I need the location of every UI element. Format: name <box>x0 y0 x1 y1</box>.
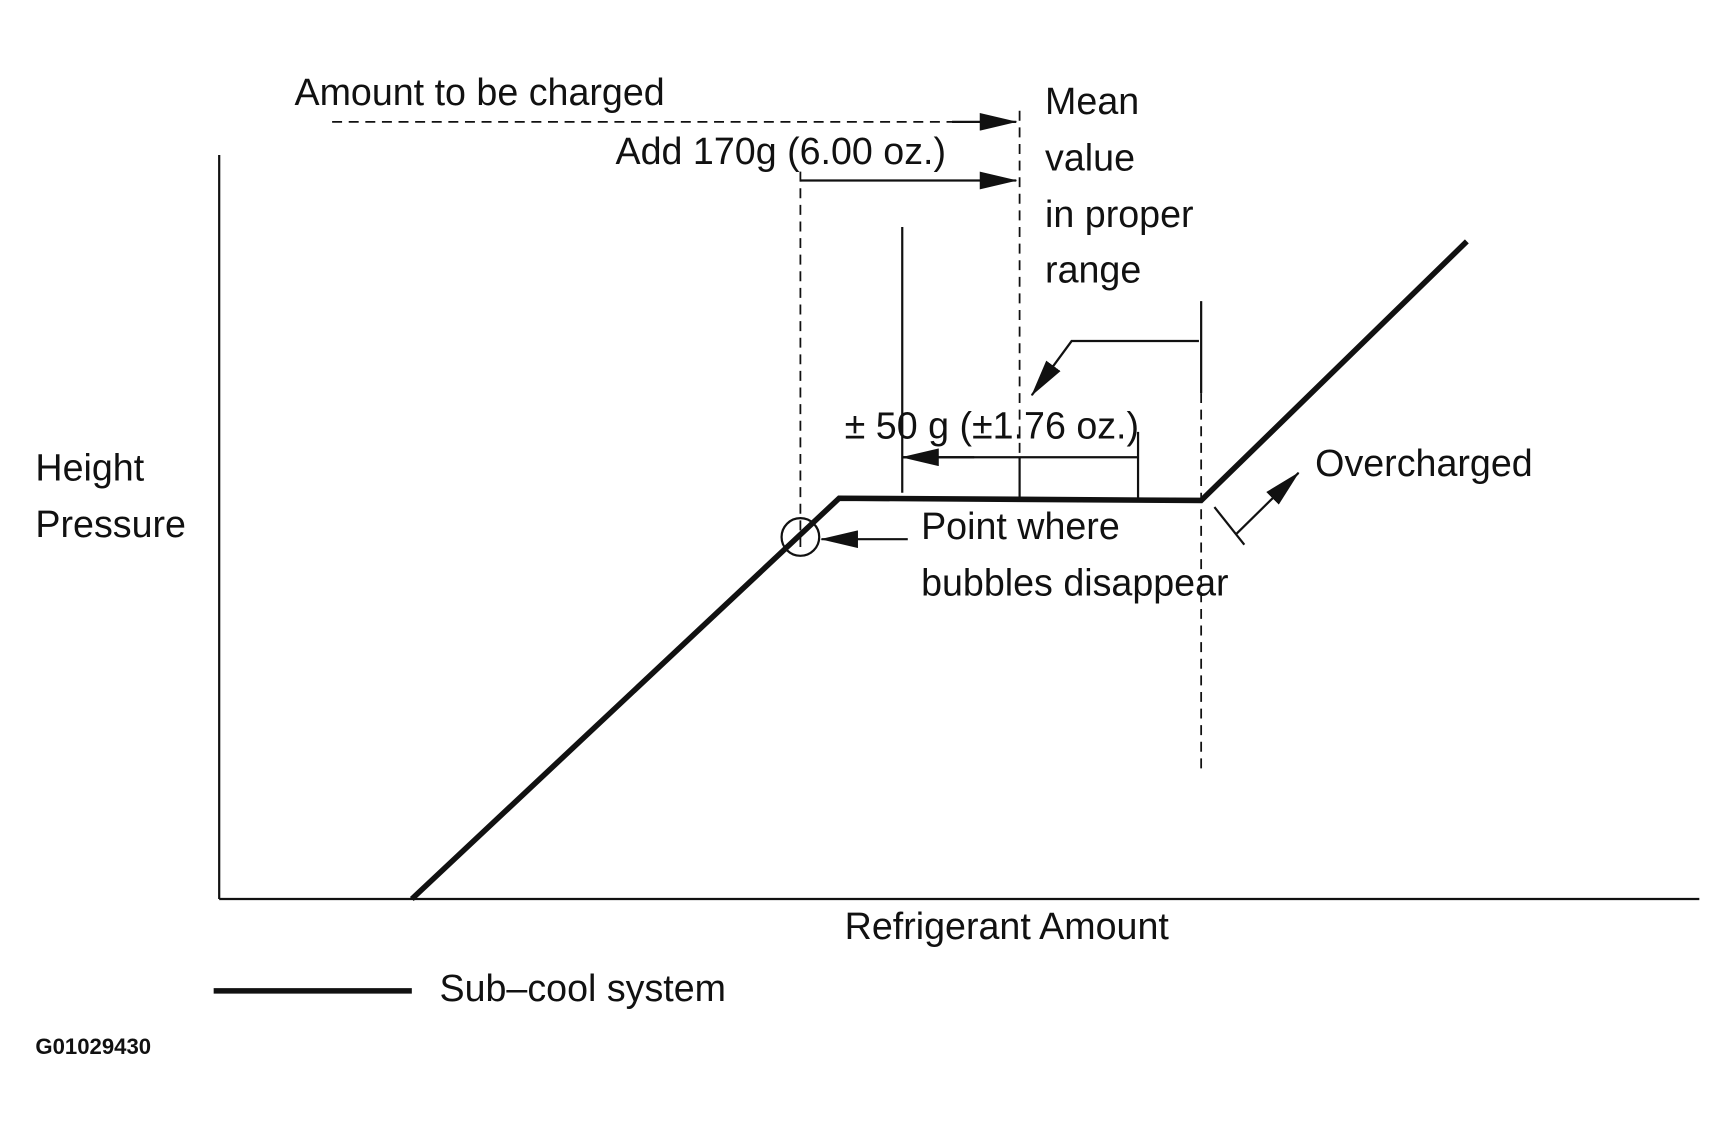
x-axis-label: Refrigerant Amount <box>845 905 1170 947</box>
mean-pointer <box>1030 339 1199 397</box>
add-label: Add 170g (6.00 oz.) <box>616 130 947 172</box>
mean-label: Mean <box>1045 80 1139 122</box>
bubble-label: bubbles disappear <box>921 562 1229 604</box>
legend-label: Sub–cool system <box>439 967 726 1009</box>
sub-cool-curve <box>409 239 1469 902</box>
overcharge-tick <box>1213 506 1246 546</box>
overcharge-arrow <box>1235 471 1300 535</box>
overcharged-label: Overcharged <box>1315 442 1533 484</box>
bubble-label: Point where <box>921 505 1120 547</box>
amount-label: Amount to be charged <box>294 71 664 113</box>
mean-label: value <box>1045 137 1135 179</box>
bubble-point-circle <box>780 517 821 557</box>
mean-label: in proper <box>1045 193 1194 235</box>
y-axis-label: Pressure <box>35 503 186 545</box>
mean-label: range <box>1045 248 1141 290</box>
tolerance-label: ± 50 g (±1.76 oz.) <box>845 404 1139 446</box>
y-axis-label: Height <box>35 447 144 489</box>
figure-id: G01029430 <box>35 1034 151 1059</box>
